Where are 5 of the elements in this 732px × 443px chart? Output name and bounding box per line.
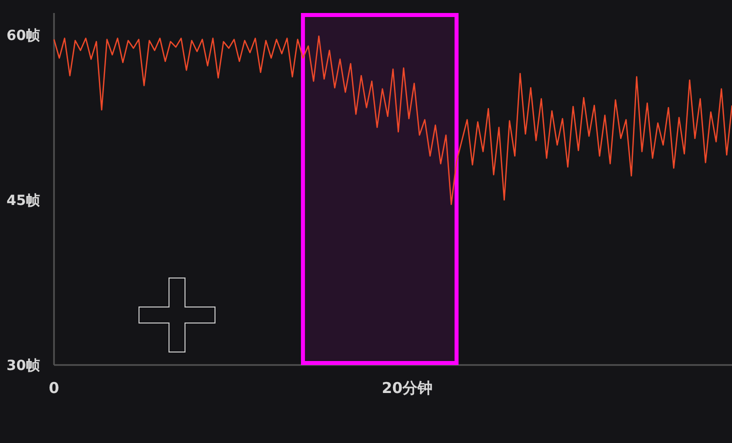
x-tick-label: 20分钟 — [382, 379, 433, 397]
y-tick-label: 45帧 — [6, 193, 40, 209]
y-tick-label: 30帧 — [6, 358, 40, 374]
y-tick-label: 60帧 — [6, 28, 40, 44]
x-tick-label: 0 — [48, 379, 60, 397]
